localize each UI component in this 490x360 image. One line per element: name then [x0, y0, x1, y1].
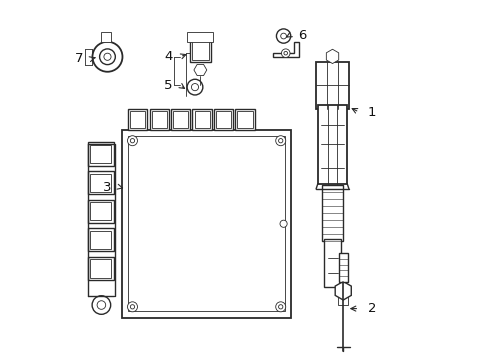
Circle shape	[92, 296, 111, 314]
Bar	[339, 253, 347, 282]
Bar	[193, 109, 212, 130]
Bar	[130, 111, 146, 128]
Bar	[192, 37, 209, 60]
Bar	[88, 200, 114, 223]
Bar	[88, 257, 114, 280]
Bar	[90, 202, 111, 220]
Bar	[122, 130, 292, 318]
Bar	[316, 62, 349, 109]
Bar	[171, 109, 190, 130]
Polygon shape	[326, 49, 339, 64]
Circle shape	[276, 302, 286, 312]
Circle shape	[127, 302, 138, 312]
Bar	[322, 185, 343, 241]
Circle shape	[276, 29, 291, 43]
Circle shape	[279, 139, 283, 143]
Text: 4: 4	[164, 50, 172, 63]
Bar	[101, 32, 111, 42]
Bar	[90, 174, 111, 192]
Circle shape	[187, 79, 203, 95]
Text: 7: 7	[75, 52, 84, 65]
Bar	[214, 109, 233, 130]
Bar	[188, 32, 213, 42]
Circle shape	[127, 136, 138, 146]
Bar	[90, 259, 111, 278]
Circle shape	[276, 136, 286, 146]
Circle shape	[97, 301, 106, 309]
Bar	[90, 231, 111, 249]
Bar	[338, 296, 348, 305]
Bar	[173, 111, 188, 128]
Polygon shape	[194, 64, 207, 76]
Bar	[235, 109, 255, 130]
Circle shape	[130, 305, 135, 309]
Circle shape	[99, 49, 115, 64]
Circle shape	[192, 84, 198, 91]
Polygon shape	[335, 282, 351, 300]
Polygon shape	[273, 42, 298, 57]
Bar	[152, 111, 167, 128]
Circle shape	[281, 49, 290, 58]
Text: 2: 2	[368, 302, 376, 315]
Circle shape	[93, 42, 122, 72]
Text: 3: 3	[103, 181, 112, 194]
Bar	[190, 35, 211, 62]
Bar	[149, 109, 169, 130]
Circle shape	[279, 305, 283, 309]
Bar	[195, 111, 210, 128]
Bar	[88, 143, 114, 166]
Bar	[128, 109, 147, 130]
Circle shape	[284, 51, 288, 55]
Text: 1: 1	[368, 105, 376, 119]
Circle shape	[281, 33, 287, 39]
Bar	[128, 136, 285, 311]
Bar	[216, 111, 231, 128]
Bar	[238, 111, 252, 128]
Circle shape	[328, 52, 337, 61]
Circle shape	[130, 139, 135, 143]
Text: 5: 5	[164, 79, 172, 92]
Circle shape	[104, 53, 111, 60]
Bar	[318, 105, 347, 184]
Bar	[88, 171, 114, 194]
Circle shape	[280, 220, 287, 227]
Text: 6: 6	[298, 29, 306, 42]
Bar	[90, 145, 111, 163]
Bar	[324, 239, 341, 287]
Bar	[88, 228, 114, 251]
